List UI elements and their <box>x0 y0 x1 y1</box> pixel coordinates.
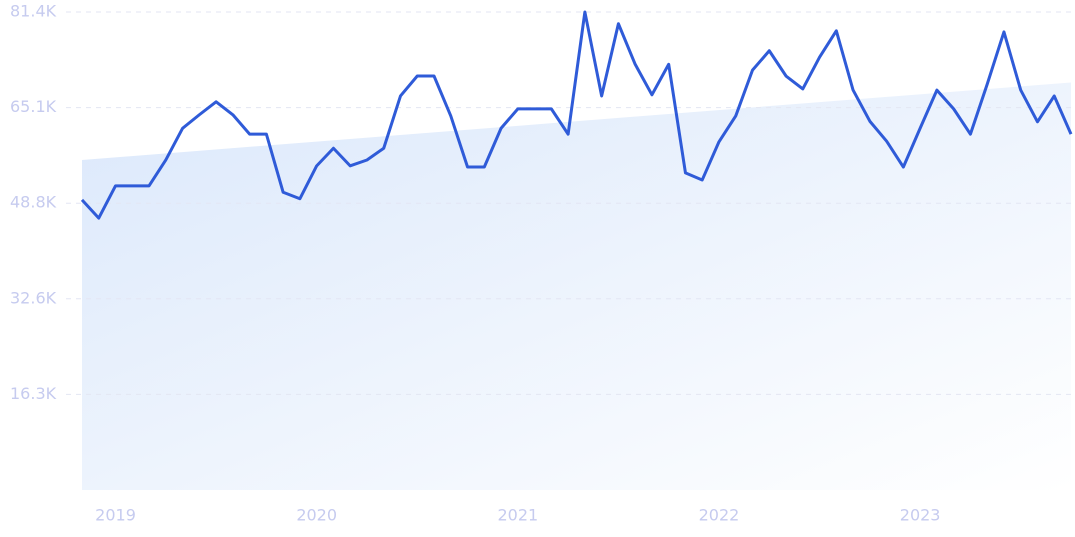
x-tick-label: 2023 <box>900 506 941 525</box>
trend-area <box>82 82 1071 490</box>
y-tick-label: 32.6K <box>10 288 57 307</box>
y-tick-label: 48.8K <box>10 193 57 212</box>
y-tick-label: 16.3K <box>10 384 57 403</box>
x-tick-label: 2019 <box>95 506 136 525</box>
y-tick-label: 81.4K <box>10 2 57 21</box>
series-line <box>80 10 1073 220</box>
y-tick-label: 65.1K <box>10 97 57 116</box>
x-tick-label: 2022 <box>699 506 740 525</box>
x-tick-label: 2020 <box>296 506 337 525</box>
x-tick-label: 2021 <box>497 506 538 525</box>
